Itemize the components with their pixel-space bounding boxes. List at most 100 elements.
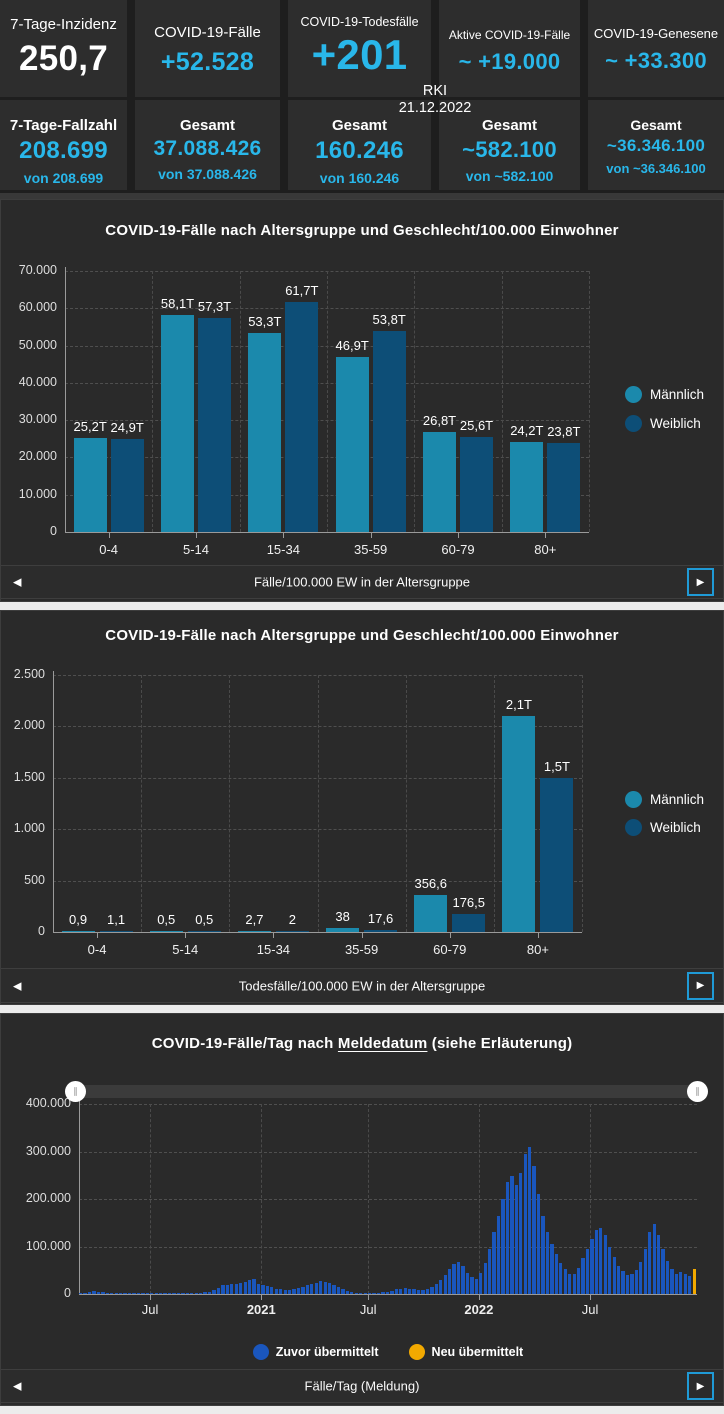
bar-Weiblich-15-34[interactable]	[285, 301, 319, 532]
bar-Weiblich-5-14[interactable]	[198, 318, 231, 532]
next-chart-button[interactable]: ▶	[687, 971, 714, 1000]
slider-handle-right[interactable]: ∥	[687, 1081, 708, 1102]
bar-value-label: 25,6T	[459, 417, 494, 433]
x-tick	[368, 1294, 370, 1300]
bar-Männlich-80+[interactable]	[510, 441, 544, 532]
bar-Männlich-15-34[interactable]	[248, 333, 282, 532]
bar-Weiblich-0-4[interactable]	[99, 930, 133, 932]
time-range-slider-track[interactable]	[76, 1085, 698, 1098]
bar-Männlich-35-59[interactable]	[335, 357, 369, 532]
deaths-by-age-plot[interactable]: 0 500 1.000 1.500 2.000 2.500 0-4 0,9 1,1 5-14 0,5…	[1, 611, 723, 1004]
stats-panel: 7-Tage-Inzidenz 250,7 COVID-19-Fälle +52…	[0, 0, 724, 193]
x-tick	[196, 532, 197, 538]
x-axis-tick-label: 2022	[464, 1302, 494, 1317]
source-label: RKI	[422, 83, 448, 99]
stat-label: COVID-19-Genesene	[593, 26, 719, 41]
stat-label: 7-Tage-Inzidenz	[10, 16, 117, 33]
v-gridline	[327, 271, 328, 532]
bar-value-label: 356,6	[414, 876, 448, 892]
next-chart-arrow-icon: ▶	[696, 980, 705, 991]
previous-chart-arrow-icon[interactable]: ◀	[13, 1380, 22, 1393]
bar-value-label: 25,2T	[73, 419, 107, 435]
next-chart-arrow-icon: ▶	[696, 576, 705, 588]
stat-value: +201	[311, 31, 408, 78]
previous-chart-arrow-icon[interactable]: ◀	[13, 576, 22, 589]
bar-Weiblich-35-59[interactable]	[372, 331, 406, 532]
bar-value-label: 23,8T	[547, 424, 581, 440]
bar-Männlich-5-14[interactable]	[149, 930, 183, 932]
y-axis-tick-label: 1.500	[13, 769, 45, 784]
v-gridline	[141, 675, 143, 932]
bar-Weiblich-15-34[interactable]	[275, 930, 309, 932]
y-axis-tick-label: 300.000	[25, 1143, 71, 1158]
legend-item-zuvor-uebermittelt[interactable]: Zuvor übermittelt	[252, 1344, 379, 1360]
next-chart-button[interactable]: ▶	[687, 568, 714, 596]
cases-per-day-plot[interactable]: 0 100.000 200.000 300.000 400.000 Jul 2021 Jul 2…	[1, 1014, 723, 1405]
stat-tile-7-tage-inzidenz: 7-Tage-Inzidenz 250,7	[0, 0, 127, 97]
x-axis-category-label: 60-79	[441, 542, 475, 557]
cases-by-age-plot[interactable]: 0 10.000 20.000 30.000 40.000 50.000 60.000 70.…	[1, 200, 723, 601]
legend-item-maennlich[interactable]: Männlich	[625, 791, 704, 808]
x-tick	[449, 932, 451, 938]
x-tick	[545, 532, 547, 538]
bar-Weiblich-80+[interactable]	[547, 443, 581, 532]
y-axis-tick-label: 70.000	[18, 263, 57, 277]
bar-value-label: 57,3T	[197, 299, 232, 315]
x-axis-line	[79, 1294, 697, 1295]
stats-grid: 7-Tage-Inzidenz 250,7 COVID-19-Fälle +52…	[0, 0, 724, 190]
x-axis-category-label: 60-79	[433, 942, 467, 957]
bar-value-label: 61,7T	[285, 282, 319, 298]
bar-Männlich-15-34[interactable]	[237, 930, 271, 932]
v-gridline	[589, 271, 590, 532]
stat-value: ~36.346.100	[606, 136, 706, 155]
chart-title: COVID-19-Fälle/Tag nach Meldedatum (sieh…	[1, 1035, 723, 1052]
bar-Männlich-80+[interactable]	[502, 716, 536, 932]
chart-caption: Fälle/100.000 EW in der Altersgruppe	[253, 574, 471, 590]
bar-Weiblich-60-79[interactable]	[460, 436, 493, 532]
bar-Männlich-5-14[interactable]	[161, 315, 194, 532]
v-gridline	[405, 675, 407, 932]
bar-Weiblich-0-4[interactable]	[110, 439, 144, 532]
neu-uebermittelt-legend-dot	[408, 1344, 425, 1360]
legend-label: Männlich	[650, 387, 705, 402]
bar-Männlich-0-4[interactable]	[61, 930, 95, 932]
bar-Weiblich-5-14[interactable]	[187, 930, 221, 932]
weiblich-legend-dot	[625, 819, 642, 836]
bar-Männlich-35-59[interactable]	[326, 928, 360, 932]
x-axis-line	[65, 532, 589, 533]
slider-handle-left[interactable]: ∥	[65, 1081, 86, 1102]
legend-item-maennlich[interactable]: Männlich	[625, 386, 704, 403]
y-axis-tick-label: 100.000	[25, 1238, 71, 1253]
x-tick	[261, 1294, 263, 1300]
bar-Männlich-0-4[interactable]	[73, 438, 107, 532]
x-tick	[283, 532, 285, 538]
stat-tile-gesamt-aktive: Gesamt ~582.100 von ~582.100	[439, 100, 580, 190]
legend-item-weiblich[interactable]: Weiblich	[625, 819, 704, 836]
stat-value: 37.088.426	[153, 137, 262, 160]
zuvor-uebermittelt-legend-dot	[252, 1344, 269, 1360]
bar-value-label: 24,9T	[110, 420, 144, 436]
grip-icon: ∥	[73, 1086, 78, 1096]
legend-item-weiblich[interactable]: Weiblich	[625, 415, 704, 432]
previous-chart-arrow-icon[interactable]: ◀	[13, 980, 22, 992]
stat-label: Gesamt	[481, 117, 538, 134]
meldedatum-link[interactable]: Meldedatum	[337, 1035, 428, 1052]
y-axis-tick-label: 0	[50, 524, 57, 538]
stat-tile-gesamt-faelle: Gesamt 37.088.426 von 37.088.426	[135, 100, 280, 190]
x-axis-category-label: 15-34	[256, 942, 291, 957]
x-axis-category-label: 80+	[534, 542, 557, 557]
bar-Männlich-60-79[interactable]	[414, 895, 448, 932]
y-axis-line	[53, 671, 54, 933]
deaths-by-age-card: COVID-19-Fälle nach Altersgruppe und Ges…	[0, 610, 724, 1005]
legend-item-neu-uebermittelt[interactable]: Neu übermittelt	[408, 1344, 523, 1360]
bar-Weiblich-80+[interactable]	[540, 777, 574, 932]
next-chart-button[interactable]: ▶	[687, 1372, 714, 1400]
bar-Weiblich-60-79[interactable]	[452, 913, 486, 932]
h-gridline	[79, 1104, 697, 1105]
y-axis-tick-label: 10.000	[18, 486, 57, 501]
v-gridline	[582, 675, 583, 932]
bar-Männlich-60-79[interactable]	[423, 432, 456, 532]
bar-Weiblich-35-59[interactable]	[364, 930, 398, 932]
maennlich-legend-dot	[625, 791, 642, 808]
stat-value: 160.246	[315, 137, 404, 164]
